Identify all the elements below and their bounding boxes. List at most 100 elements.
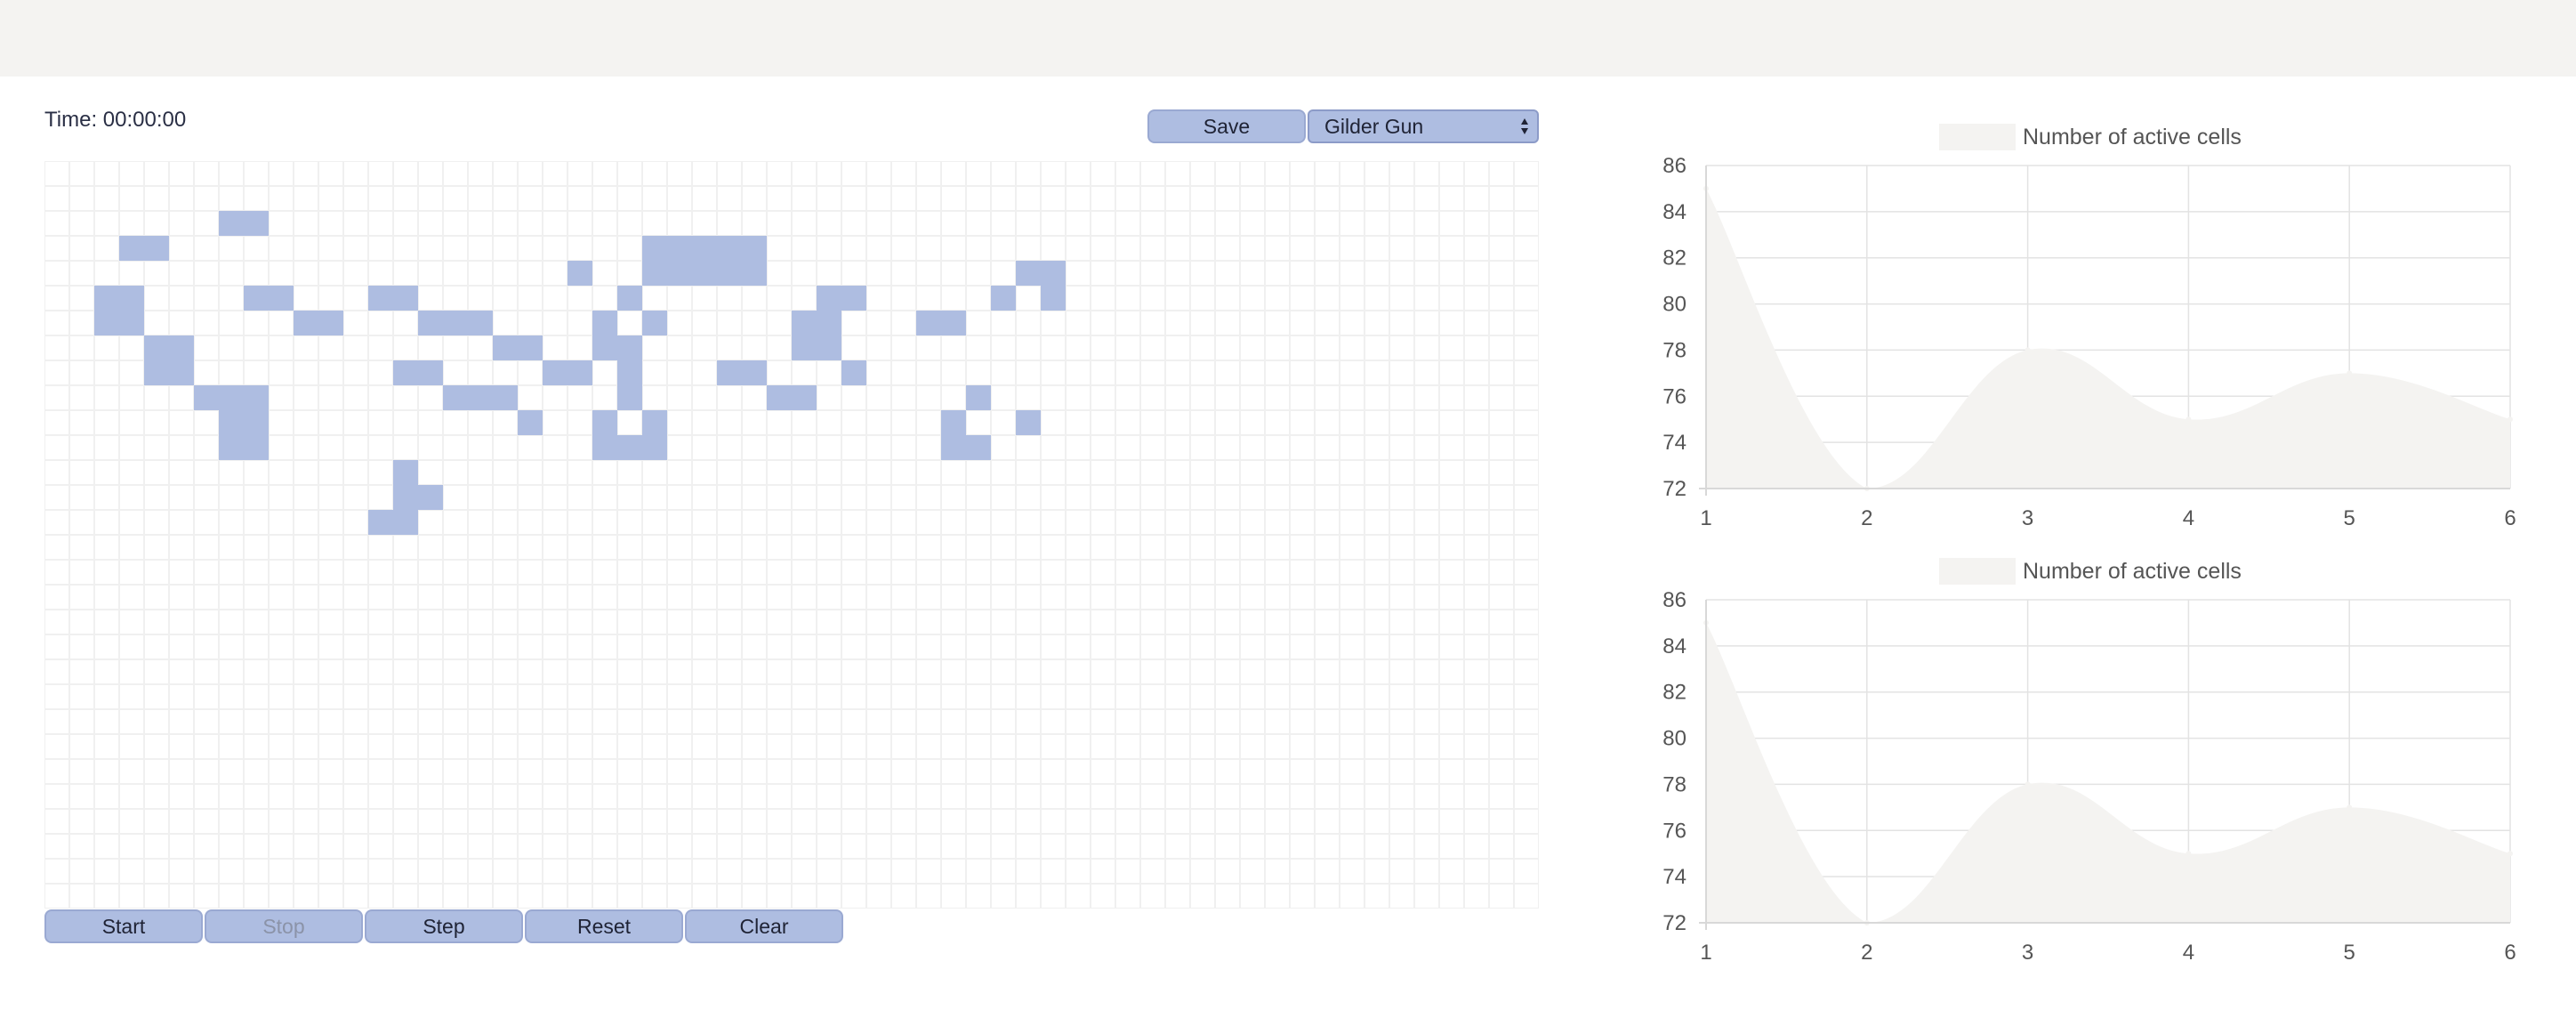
cell[interactable] [1439,759,1464,784]
cell[interactable] [916,560,941,585]
cell[interactable] [667,734,692,759]
cell[interactable] [343,634,368,659]
cell[interactable] [69,659,94,684]
cell[interactable] [1016,186,1041,211]
cell[interactable] [866,659,891,684]
cell[interactable] [1290,510,1315,535]
cell[interactable] [468,809,493,834]
cell[interactable] [1414,460,1439,485]
cell[interactable] [916,859,941,884]
cell[interactable] [368,560,393,585]
cell[interactable] [792,460,817,485]
cell[interactable] [144,460,169,485]
cell[interactable] [1389,485,1414,510]
cell[interactable] [592,161,617,186]
cell[interactable] [269,859,294,884]
cell-alive[interactable] [617,360,642,385]
cell[interactable] [194,535,219,560]
cell[interactable] [219,884,244,909]
cell[interactable] [1439,261,1464,286]
cell[interactable] [1091,211,1115,236]
cell[interactable] [94,734,119,759]
cell[interactable] [269,809,294,834]
cell[interactable] [294,385,318,410]
cell[interactable] [866,535,891,560]
cell[interactable] [1091,236,1115,261]
cell[interactable] [144,610,169,634]
cell[interactable] [966,286,991,311]
cell[interactable] [543,834,568,859]
cell[interactable] [717,286,742,311]
cell[interactable] [767,460,792,485]
cell[interactable] [1265,659,1290,684]
cell[interactable] [1340,784,1364,809]
cell[interactable] [94,161,119,186]
cell[interactable] [44,335,69,360]
cell[interactable] [1091,435,1115,460]
cell[interactable] [1215,535,1240,560]
cell[interactable] [841,485,866,510]
cell[interactable] [1290,360,1315,385]
cell[interactable] [1115,211,1140,236]
cell[interactable] [642,859,667,884]
cell[interactable] [991,784,1016,809]
cell[interactable] [169,485,194,510]
cell[interactable] [1290,709,1315,734]
cell[interactable] [742,335,767,360]
cell[interactable] [817,784,841,809]
cell[interactable] [493,560,518,585]
cell[interactable] [941,709,966,734]
cell[interactable] [592,460,617,485]
cell[interactable] [667,510,692,535]
cell[interactable] [1265,410,1290,435]
cell[interactable] [941,385,966,410]
cell[interactable] [69,435,94,460]
cell[interactable] [1265,485,1290,510]
cell[interactable] [916,211,941,236]
cell[interactable] [991,485,1016,510]
cell[interactable] [1414,784,1439,809]
cell[interactable] [44,709,69,734]
cell[interactable] [592,809,617,834]
cell[interactable] [1091,634,1115,659]
cell[interactable] [1115,734,1140,759]
cell[interactable] [1364,834,1389,859]
cell[interactable] [169,311,194,335]
cell[interactable] [144,709,169,734]
cell[interactable] [642,186,667,211]
cell[interactable] [1091,360,1115,385]
cell[interactable] [1489,585,1514,610]
cell[interactable] [119,335,144,360]
cell[interactable] [244,485,269,510]
cell[interactable] [169,385,194,410]
cell[interactable] [941,261,966,286]
cell[interactable] [667,585,692,610]
cell[interactable] [891,510,916,535]
cell[interactable] [841,460,866,485]
cell[interactable] [941,560,966,585]
cell[interactable] [269,759,294,784]
cell[interactable] [1115,360,1140,385]
cell[interactable] [1340,385,1364,410]
cell[interactable] [1091,884,1115,909]
cell[interactable] [1389,684,1414,709]
cell[interactable] [1290,460,1315,485]
cell[interactable] [219,734,244,759]
cell[interactable] [1265,834,1290,859]
cell[interactable] [617,884,642,909]
cell[interactable] [966,884,991,909]
cell[interactable] [692,360,717,385]
cell[interactable] [916,834,941,859]
cell[interactable] [493,884,518,909]
cell[interactable] [742,410,767,435]
cell[interactable] [219,859,244,884]
cell[interactable] [1215,784,1240,809]
cell[interactable] [219,684,244,709]
cell[interactable] [767,261,792,286]
cell[interactable] [318,410,343,435]
cell[interactable] [1290,859,1315,884]
cell[interactable] [144,286,169,311]
cell[interactable] [1290,261,1315,286]
cell[interactable] [1315,535,1340,560]
cell[interactable] [294,460,318,485]
